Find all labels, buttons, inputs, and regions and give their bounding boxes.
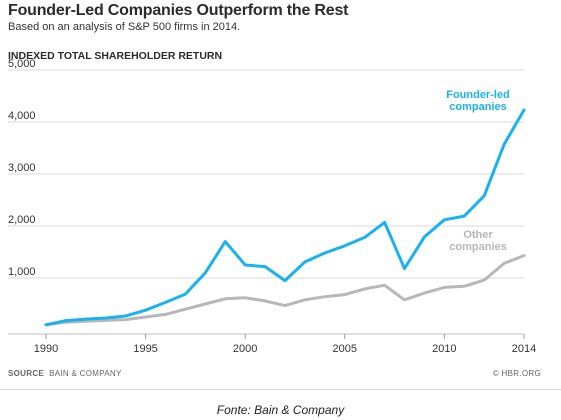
x-tick-label: 1995 <box>133 343 157 355</box>
x-tick-label: 1990 <box>34 343 58 355</box>
founder-led-series-line <box>44 108 526 327</box>
other-companies-series-line <box>44 254 526 327</box>
source-text: BAIN & COMPANY <box>49 369 122 378</box>
line-chart: 1,000 2,000 3,000 4,000 5,000 1990 1995 2000 200… <box>8 58 536 355</box>
chart-title: Founder-Led Companies Outperform the Res… <box>8 2 349 19</box>
chart-subtitle: Based on an analysis of S&P 500 firms in… <box>8 21 241 33</box>
y-tick-label: 5,000 <box>8 58 36 70</box>
y-axis-label: INDEXED TOTAL SHAREHOLDER RETURN <box>8 50 223 62</box>
y-tick-label: 1,000 <box>8 266 36 278</box>
founder-led-series-label: Founder-led companies <box>446 89 510 113</box>
y-tick-label: 3,000 <box>8 162 36 174</box>
divider <box>0 389 561 390</box>
source-label: SOURCE <box>8 369 45 378</box>
x-tick-label: 2005 <box>333 343 357 355</box>
x-tick-label: 2014 <box>512 343 536 355</box>
source-note: SOURCE BAIN & COMPANY <box>8 369 122 378</box>
x-tick-label: 2000 <box>233 343 257 355</box>
credit-note: © HBR.ORG <box>492 369 541 378</box>
other-companies-series-label: Other companies <box>449 229 506 253</box>
figure-caption: Fonte: Bain & Company <box>216 403 345 417</box>
x-tick-label: 2010 <box>432 343 456 355</box>
y-tick-label: 2,000 <box>8 214 36 226</box>
y-tick-label: 4,000 <box>8 110 36 122</box>
